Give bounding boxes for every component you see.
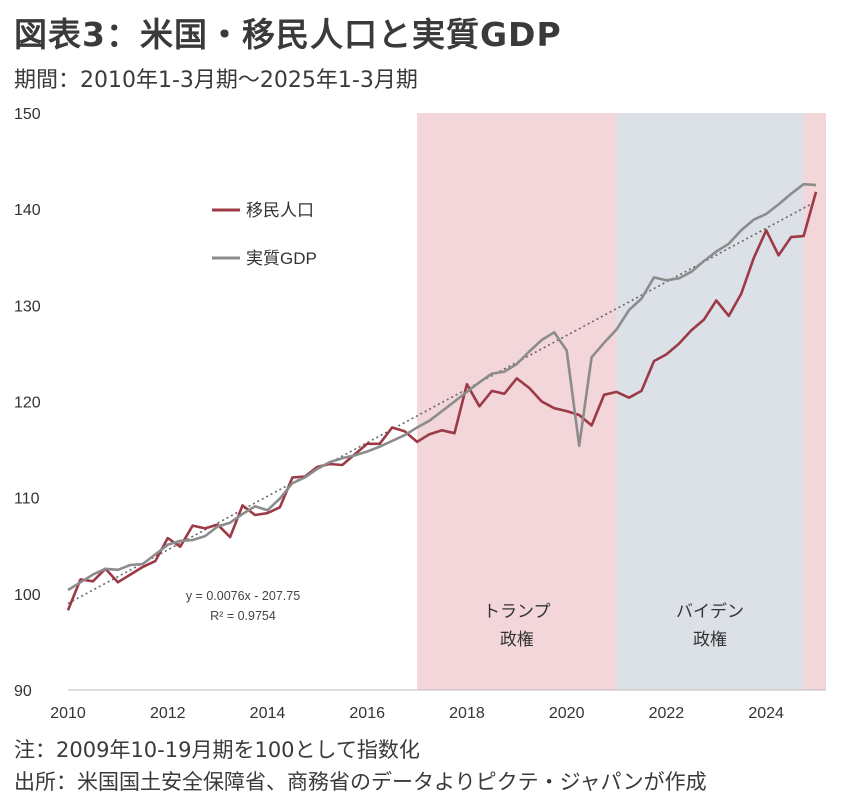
y-tick-label: 110 xyxy=(14,491,40,508)
x-tick-label: 2010 xyxy=(50,705,86,722)
period-band-2 xyxy=(803,113,826,690)
period-sublabel-0: 政権 xyxy=(500,630,534,649)
y-tick-label: 140 xyxy=(14,202,41,219)
period-bands xyxy=(417,113,826,690)
y-tick-label: 130 xyxy=(14,298,41,315)
chart: 90 100 110 120 130 140 150 2010 2012 2014 2016 2018… xyxy=(14,106,826,722)
x-tick-label: 2024 xyxy=(748,705,784,722)
trendline xyxy=(67,200,817,605)
y-tick-label: 100 xyxy=(14,587,41,604)
x-tick-label: 2012 xyxy=(150,705,186,722)
source-note: 出所：米国国土安全保障省、商務省のデータよりピクテ・ジャパンが作成 xyxy=(14,770,707,794)
x-tick-label: 2020 xyxy=(549,705,585,722)
period-sublabel-1: 政権 xyxy=(693,630,727,649)
trendline-r2: R² = 0.9754 xyxy=(210,609,276,623)
trendline-group xyxy=(67,200,817,605)
period-band-0 xyxy=(417,113,617,690)
series-line-gdp xyxy=(67,182,817,592)
x-tick-label: 2018 xyxy=(449,705,485,722)
x-tick-label: 2016 xyxy=(349,705,385,722)
legend-label-gdp: 実質GDP xyxy=(246,249,317,268)
y-tick-label: 120 xyxy=(14,395,41,412)
trendline-equation: y = 0.0076x - 207.75 xyxy=(186,589,300,603)
x-tick-label: 2014 xyxy=(250,705,286,722)
chart-subtitle: 期間：2010年1-3月期～2025年1-3月期 xyxy=(14,68,418,93)
legend-label-immigrant: 移民人口 xyxy=(246,201,314,220)
period-label-0: トランプ xyxy=(483,602,551,621)
footnote: 注：2009年10-19月期を100として指数化 xyxy=(14,738,420,762)
x-tick-label: 2022 xyxy=(649,705,685,722)
chart-title: 図表3：米国・移民人口と実質GDP xyxy=(14,15,562,54)
y-tick-label: 90 xyxy=(14,683,32,700)
series-line-immigrant xyxy=(66,191,818,611)
period-label-1: バイデン xyxy=(676,601,744,621)
y-tick-label: 150 xyxy=(14,106,41,123)
series-lines xyxy=(66,182,818,611)
axes: 90 100 110 120 130 140 150 2010 2012 2014 2016 2018… xyxy=(14,106,826,722)
